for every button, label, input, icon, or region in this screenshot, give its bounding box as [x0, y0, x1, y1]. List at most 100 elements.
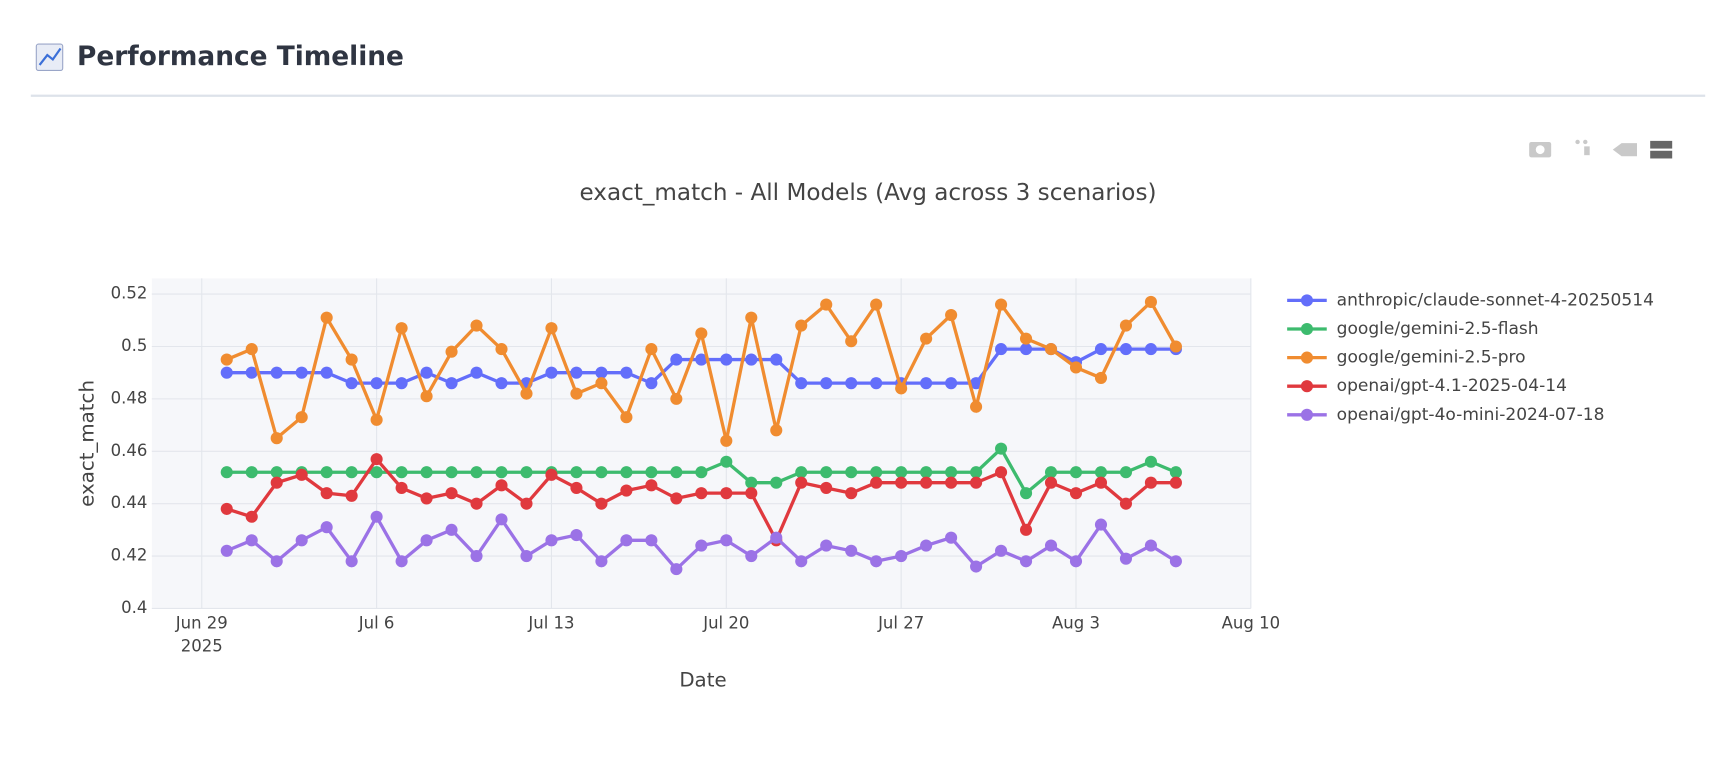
series-marker	[620, 466, 633, 479]
series-marker	[1044, 343, 1058, 356]
series-marker	[970, 476, 983, 489]
series-marker	[470, 366, 483, 379]
series-marker	[220, 353, 233, 366]
series-marker	[795, 319, 808, 332]
series-marker	[320, 466, 333, 479]
series-marker	[470, 549, 483, 563]
series-marker	[370, 377, 383, 390]
series-marker	[1019, 487, 1033, 500]
series-marker	[920, 377, 933, 390]
legend-label: openai/gpt-4.1-2025-04-14	[1337, 376, 1567, 396]
series-marker	[795, 555, 808, 568]
series-marker	[795, 466, 808, 479]
series-marker	[295, 468, 308, 481]
series-marker	[645, 534, 658, 547]
y-axis-title: exact_match	[76, 380, 99, 507]
compare-icon[interactable]	[1650, 140, 1673, 149]
series-marker	[545, 534, 558, 547]
series-marker	[520, 497, 533, 510]
series-marker	[720, 487, 733, 500]
series-marker	[1044, 539, 1058, 552]
series-marker	[695, 487, 708, 500]
series-marker	[1119, 343, 1133, 356]
series-marker	[670, 466, 683, 479]
legend-marker	[1300, 294, 1314, 307]
hover-icon[interactable]	[1612, 143, 1637, 157]
series-marker	[1169, 340, 1182, 353]
series-marker	[945, 377, 958, 390]
x-tick-label: Aug 3	[1052, 613, 1100, 632]
series-marker	[545, 322, 558, 335]
series-marker	[320, 487, 333, 500]
series-marker	[595, 377, 608, 390]
series-marker	[1094, 476, 1108, 489]
legend-marker	[1300, 408, 1314, 421]
legend-marker	[1300, 380, 1314, 393]
series-marker	[970, 400, 983, 413]
series-marker	[695, 539, 708, 552]
series-marker	[1119, 552, 1133, 565]
series-marker	[1144, 476, 1157, 489]
series-marker	[1119, 319, 1133, 332]
zoom-icon[interactable]	[1575, 139, 1580, 145]
series-marker	[495, 513, 508, 526]
series-marker	[720, 434, 733, 447]
series-marker	[270, 466, 283, 479]
series-marker	[495, 343, 508, 356]
series-marker	[1094, 371, 1108, 384]
series-marker	[1144, 343, 1157, 356]
series-marker	[895, 476, 908, 489]
series-marker	[595, 366, 608, 379]
series-marker	[695, 466, 708, 479]
series-marker	[895, 382, 908, 395]
series-marker	[570, 366, 583, 379]
series-marker	[995, 544, 1008, 557]
series-marker	[845, 466, 858, 479]
series-marker	[1094, 343, 1108, 356]
series-marker	[1069, 555, 1083, 568]
series-marker	[420, 534, 433, 547]
y-tick-label: 0.42	[111, 546, 148, 565]
series-marker	[320, 366, 333, 379]
series-marker	[770, 424, 783, 437]
series-marker	[345, 377, 358, 390]
series-marker	[970, 560, 983, 573]
series-marker	[270, 366, 283, 379]
series-marker	[420, 466, 433, 479]
camera-lens	[1535, 145, 1545, 155]
series-marker	[1144, 539, 1157, 552]
series-marker	[520, 466, 533, 479]
series-marker	[1044, 466, 1058, 479]
series-marker	[1019, 523, 1033, 536]
x-axis-title: Date	[679, 669, 726, 692]
x-year-label: 2025	[181, 636, 223, 655]
series-marker	[1094, 518, 1108, 531]
series-marker	[595, 497, 608, 510]
series-marker	[445, 466, 458, 479]
series-marker	[345, 353, 358, 366]
series-marker	[445, 523, 458, 536]
series-marker	[770, 353, 783, 366]
series-marker	[820, 481, 833, 494]
series-marker	[595, 555, 608, 568]
series-marker	[995, 466, 1008, 479]
legend-label: openai/gpt-4o-mini-2024-07-18	[1337, 405, 1605, 425]
series-marker	[945, 476, 958, 489]
series-marker	[745, 476, 758, 489]
legend-marker	[1300, 351, 1314, 364]
modebar[interactable]	[1529, 139, 1673, 159]
series-marker	[870, 298, 883, 311]
series-marker	[870, 466, 883, 479]
series-marker	[670, 492, 683, 505]
series-marker	[245, 343, 258, 356]
marks	[220, 295, 1182, 576]
series-marker	[970, 377, 983, 390]
series-marker	[620, 366, 633, 379]
series-marker	[420, 492, 433, 505]
series-marker	[770, 531, 783, 544]
series-marker	[220, 544, 233, 557]
series-marker	[1019, 555, 1033, 568]
series-marker	[670, 563, 683, 576]
legend-label: google/gemini-2.5-pro	[1337, 348, 1526, 368]
